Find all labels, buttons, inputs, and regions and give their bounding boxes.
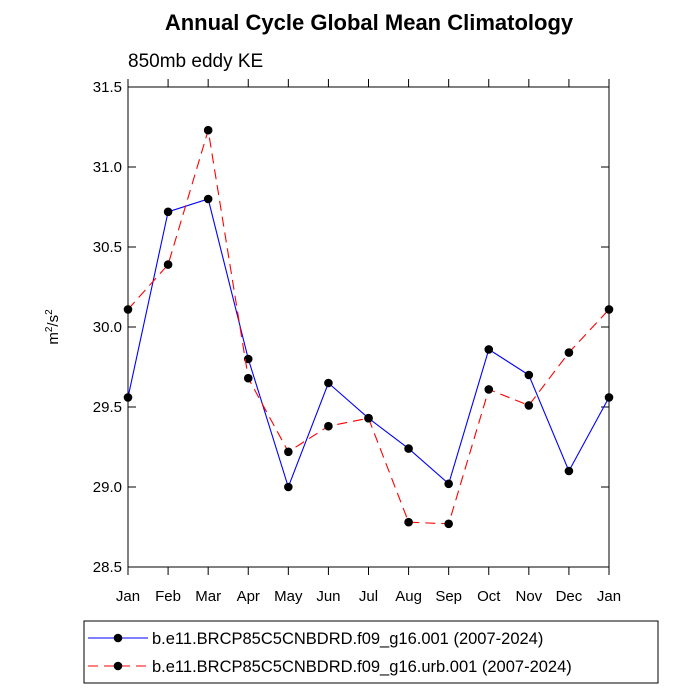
x-tick-label: Feb <box>155 588 181 605</box>
y-axis-label-sup2: 2 <box>44 309 55 315</box>
legend-marker-2 <box>113 661 123 671</box>
x-tick-label: Apr <box>237 588 260 605</box>
series-2-point <box>484 385 494 394</box>
plot-frame <box>127 86 610 568</box>
series-2-point <box>404 517 413 527</box>
y-tick-label: 31.5 <box>93 79 122 96</box>
legend-label-1: b.e11.BRCP85C5CNBDRD.f09_g16.001 (2007-2… <box>152 630 543 648</box>
series-1-point <box>203 194 213 204</box>
series-2-point <box>163 260 173 269</box>
legend-label-2: b.e11.BRCP85C5CNBDRD.f09_g16.urb.001 (20… <box>152 658 572 676</box>
y-tick-label: 30.5 <box>93 239 122 256</box>
legend: b.e11.BRCP85C5CNBDRD.f09_g16.001 (2007-2… <box>88 630 572 676</box>
series-2-point <box>243 373 253 383</box>
y-tick-label: 29.5 <box>93 399 122 416</box>
series-2-point <box>564 348 574 357</box>
y-tick-label: 28.5 <box>93 559 122 576</box>
axis-ticks: 28.5 29.0 29.5 30.0 30.5 31.0 31.5 Jan Feb Mar Apr… <box>93 79 621 605</box>
y-tick-label: 30.0 <box>93 319 122 336</box>
x-tick-label: Jul <box>359 588 378 605</box>
x-tick-label: Jan <box>597 588 621 605</box>
series-2-point <box>364 413 373 423</box>
x-tick-label: Aug <box>395 588 422 605</box>
chart-title: Annual Cycle Global Mean Climatology <box>165 10 574 35</box>
series-1-point <box>404 444 413 453</box>
series-line-1 <box>127 198 610 489</box>
y-tick-label: 31.0 <box>93 159 122 176</box>
x-tick-label: Oct <box>477 588 501 605</box>
series-1-point <box>604 393 614 402</box>
series-1-point <box>123 393 133 402</box>
chart-subtitle: 850mb eddy KE <box>128 51 263 72</box>
series-1-point <box>564 466 574 476</box>
series-2-point <box>524 401 534 410</box>
x-tick-label: Nov <box>515 588 542 605</box>
y-axis-label: m2/s2 <box>44 309 62 345</box>
x-tick-label: Mar <box>195 588 221 605</box>
series-2-point <box>324 421 333 431</box>
series-1-point <box>444 479 453 489</box>
series-2-point <box>203 125 213 135</box>
legend-box <box>83 620 659 684</box>
series-line-2 <box>127 130 610 525</box>
series-2-point <box>444 519 453 529</box>
y-tick-label: 29.0 <box>93 479 122 496</box>
y-axis-label-base: m <box>45 332 62 345</box>
x-tick-label: May <box>274 588 303 605</box>
legend-marker-1 <box>113 633 123 643</box>
series-2-point <box>284 447 293 457</box>
series-1-point <box>324 378 333 388</box>
series-2-point <box>123 305 133 314</box>
series-1-point <box>163 207 173 217</box>
series-1-point <box>284 482 293 492</box>
x-tick-label: Jan <box>116 588 140 605</box>
x-tick-label: Sep <box>435 588 462 605</box>
series-layer <box>123 125 614 529</box>
x-tick-label: Dec <box>556 588 583 605</box>
series-1-point <box>524 370 534 380</box>
y-axis-label-sup1: 2 <box>44 326 55 332</box>
y-axis-label-mid: /s <box>45 315 62 327</box>
x-tick-label: Jun <box>316 588 340 605</box>
series-1-point <box>484 345 494 354</box>
series-2-point <box>604 305 614 314</box>
